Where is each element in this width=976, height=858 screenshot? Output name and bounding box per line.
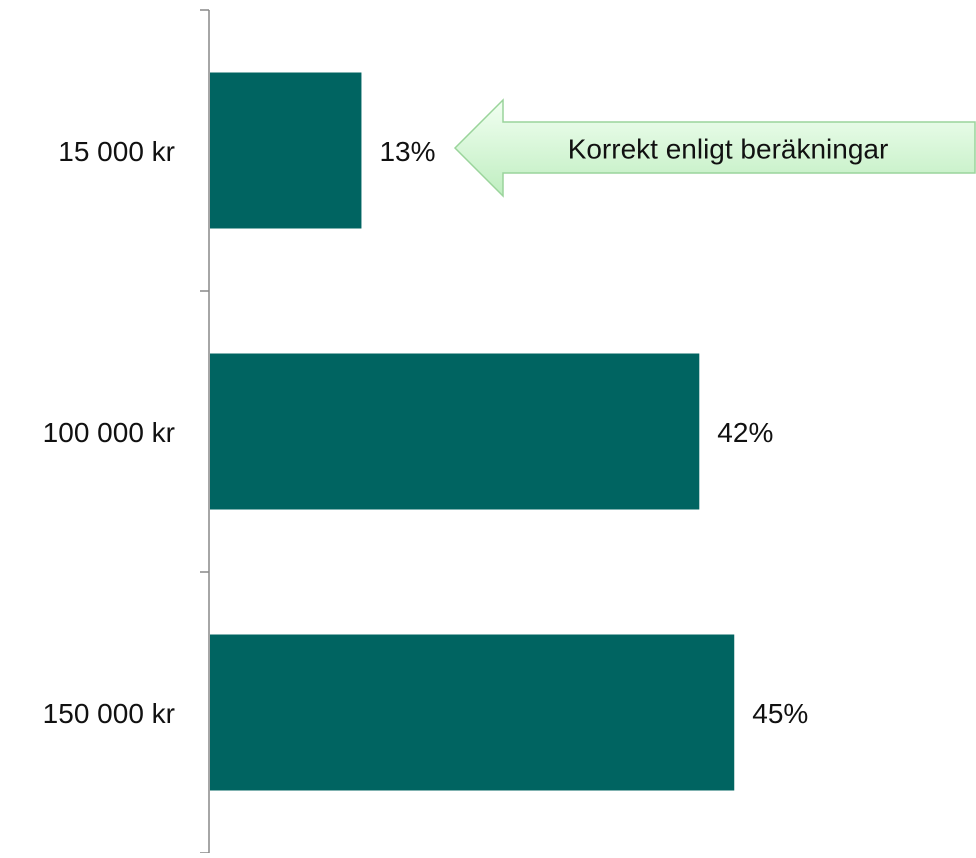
- annotation-text: Korrekt enligt beräkningar: [568, 133, 889, 164]
- bar: [210, 72, 362, 229]
- category-label: 15 000 kr: [58, 136, 175, 167]
- bar: [210, 353, 700, 510]
- annotation-arrow: [453, 98, 976, 198]
- value-label: 42%: [717, 417, 773, 448]
- value-label: 45%: [752, 698, 808, 729]
- value-label: 13%: [379, 136, 435, 167]
- annotation: Korrekt enligt beräkningar: [453, 98, 976, 198]
- category-label: 100 000 kr: [43, 417, 175, 448]
- bar: [210, 634, 735, 791]
- category-label: 150 000 kr: [43, 698, 175, 729]
